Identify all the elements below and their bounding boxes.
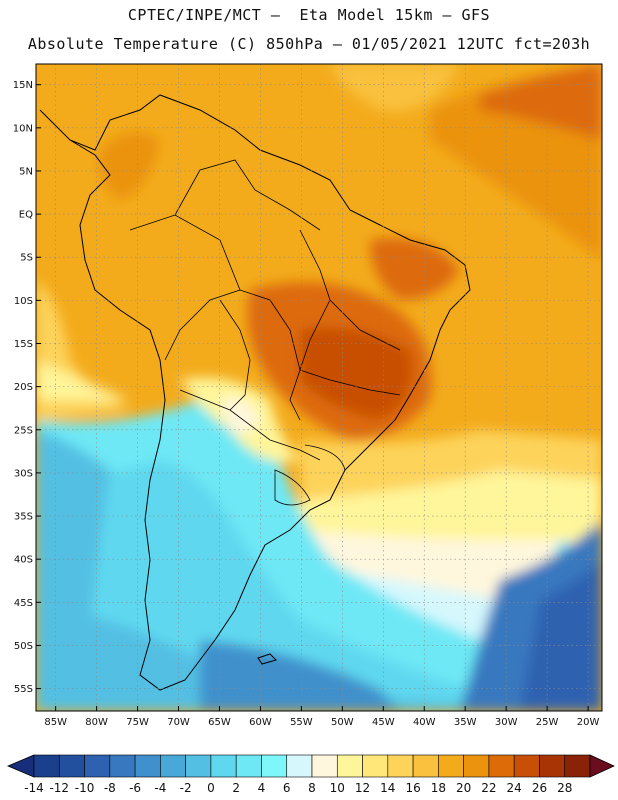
colorbar-swatch	[488, 754, 515, 778]
colorbar-swatch	[513, 754, 540, 778]
latitude-axis: 15N 10N 5N EQ 5S 10S 15S 20S 25S 30S 35S 40S 45S 50S 5…	[13, 80, 41, 695]
colorbar-swatch	[210, 754, 237, 778]
title-line-1: CPTEC/INPE/MCT – Eta Model 15km – GFS	[127, 6, 491, 24]
field-pacific-paleyellow	[36, 360, 130, 400]
lat-label: 15S	[14, 339, 33, 350]
title-line-2: Absolute Temperature (C) 850hPa – 01/05/…	[27, 35, 591, 53]
colorbar-swatch	[84, 754, 111, 778]
lon-label: 30W	[495, 717, 518, 728]
lat-label: 10S	[14, 296, 33, 307]
lat-label: 30S	[14, 468, 33, 479]
lon-label: 75W	[126, 717, 149, 728]
colorbar-swatch	[539, 754, 566, 778]
colorbar-label: -4	[154, 781, 166, 795]
lat-label: 5S	[20, 253, 33, 264]
lat-label: EQ	[19, 210, 33, 221]
colorbar-swatch	[134, 754, 161, 778]
lat-label: 10N	[13, 123, 33, 134]
colorbar-label: 8	[308, 781, 316, 795]
colorbar-swatch	[336, 754, 363, 778]
lat-label: 45S	[14, 598, 33, 609]
lat-label: 5N	[19, 166, 33, 177]
colorbar-swatch	[286, 754, 313, 778]
lon-label: 80W	[85, 717, 108, 728]
colorbar-label: -6	[129, 781, 141, 795]
lon-label: 85W	[44, 717, 67, 728]
colorbar-label: 16	[405, 781, 420, 795]
colorbar-swatch	[235, 754, 262, 778]
lat-label: 15N	[13, 80, 33, 91]
lon-label: 60W	[249, 717, 272, 728]
lat-label: 35S	[14, 512, 33, 523]
colorbar-swatch	[58, 754, 85, 778]
field-sw-atlantic-deeper	[520, 560, 602, 711]
lon-label: 35W	[454, 717, 477, 728]
colorbar-label: 12	[355, 781, 370, 795]
colorbar-label: -14	[24, 781, 44, 795]
falklands-outline	[257, 653, 277, 665]
colorbar-label: 14	[380, 781, 395, 795]
field-cold-deep	[200, 640, 400, 711]
colorbar-label: 20	[456, 781, 471, 795]
colorbar-label: -2	[180, 781, 192, 795]
south-america-outline	[39, 94, 471, 691]
colorbar-label: 22	[481, 781, 496, 795]
map-frame	[35, 63, 603, 712]
colorbar-swatch	[412, 754, 439, 778]
lat-label: 55S	[14, 684, 33, 695]
field-argentina-cream	[220, 397, 260, 434]
lon-label: 55W	[290, 717, 313, 728]
colorbar-swatch	[33, 754, 60, 778]
colorbar-label: 2	[232, 781, 240, 795]
lon-label: 20W	[577, 717, 600, 728]
colorbar-swatch	[362, 754, 389, 778]
colorbar-swatch	[438, 754, 464, 778]
lon-label: 70W	[167, 717, 190, 728]
lat-label: 20S	[14, 382, 33, 393]
colorbar-label: 4	[258, 781, 266, 795]
field-north-yellow	[330, 64, 460, 112]
colorbar-label: -10	[75, 781, 95, 795]
colorbar-label: 28	[557, 781, 572, 795]
colorbar-swatch	[185, 754, 212, 778]
colorbar-high-arrow	[589, 754, 615, 778]
temperature-field	[36, 64, 602, 711]
colorbar-label: 24	[507, 781, 522, 795]
colorbar-label: -12	[49, 781, 69, 795]
lat-label: 40S	[14, 555, 33, 566]
lat-label: 25S	[14, 425, 33, 436]
colorbar-label: 18	[431, 781, 446, 795]
lon-label: 45W	[372, 717, 395, 728]
country-borders	[129, 159, 401, 506]
lon-label: 50W	[331, 717, 354, 728]
colorbar-swatch	[387, 754, 414, 778]
colorbar-label: -8	[104, 781, 116, 795]
field-andes-warm	[99, 132, 160, 200]
colorbar-low-arrow	[6, 754, 35, 778]
colorbar-label: 26	[532, 781, 547, 795]
lon-label: 65W	[208, 717, 231, 728]
field-ne-hot	[370, 238, 460, 300]
colorbar-swatch	[311, 754, 338, 778]
lon-label: 40W	[413, 717, 436, 728]
lat-label: 50S	[14, 641, 33, 652]
colorbar-swatch	[463, 754, 490, 778]
field-central-hotter	[300, 327, 412, 420]
longitude-axis: 85W 80W 75W 70W 65W 60W 55W 50W 45W 40W 35W 30W 25W 2…	[44, 706, 599, 728]
colorbar-swatch	[564, 754, 591, 778]
colorbar-swatch	[160, 754, 186, 778]
field-pacific-cold	[36, 430, 110, 640]
colorbar-swatch	[261, 754, 288, 778]
colorbar-label: 6	[283, 781, 291, 795]
colorbar-swatch	[109, 754, 136, 778]
colorbar: -14 -12 -10 -8 -6 -4 -2 0 2 4 6 8 10 12 14 16 18 20 22 24 26…	[6, 754, 615, 795]
field-atlantic-hot	[480, 64, 602, 140]
colorbar-label: 0	[207, 781, 215, 795]
colorbar-label: 10	[330, 781, 345, 795]
lon-label: 25W	[536, 717, 559, 728]
